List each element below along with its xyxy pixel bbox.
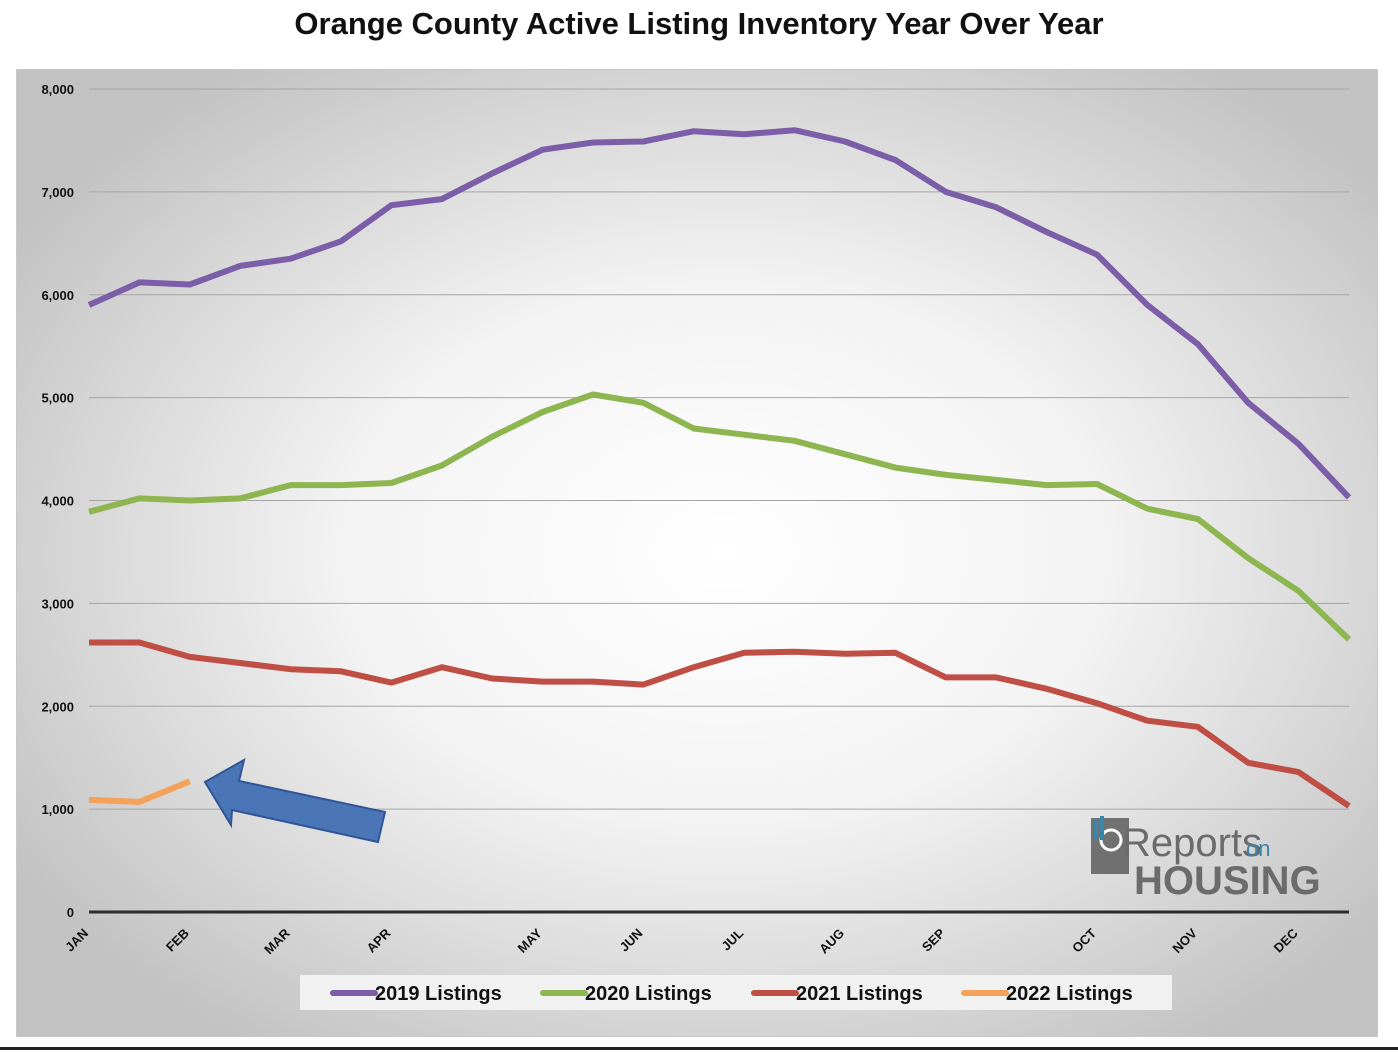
y-tick-label: 4,000 — [41, 494, 74, 509]
chart-background — [17, 70, 1377, 1036]
legend-label: 2019 Listings — [375, 983, 502, 1005]
legend-label: 2020 Listings — [585, 983, 712, 1005]
chart-title: Orange County Active Listing Inventory Y… — [294, 6, 1104, 41]
logo-mark-bar2 — [1100, 816, 1104, 840]
legend: 2019 Listings 2020 Listings 2021 Listings 2… — [330, 983, 1133, 1005]
reports-on-housing-logo: Reports on HOUSING — [1091, 816, 1321, 903]
legend-label: 2021 Listings — [796, 983, 923, 1005]
y-tick-label: 6,000 — [41, 288, 74, 303]
y-tick-label: 3,000 — [41, 596, 74, 611]
bottom-rule — [0, 1047, 1398, 1050]
legend-label: 2022 Listings — [1006, 983, 1133, 1005]
series-line-2019-listings — [87, 127, 1352, 500]
logo-text-housing: HOUSING — [1134, 859, 1321, 903]
y-tick-label: 8,000 — [41, 82, 74, 97]
y-tick-label: 2,000 — [41, 699, 74, 714]
y-axis-ticks: 0 1,000 2,000 3,000 4,000 5,000 6,000 7,000 8,00… — [41, 82, 74, 920]
y-tick-label: 1,000 — [41, 802, 74, 817]
series-line-2020-listings — [88, 391, 1352, 642]
series-lines — [87, 127, 1352, 809]
y-tick-label: 7,000 — [41, 185, 74, 200]
series-line-2021-listings — [89, 639, 1351, 809]
annotation-arrow — [203, 758, 387, 844]
logo-mark-bar1 — [1094, 820, 1098, 840]
legend-box — [300, 975, 1172, 1010]
logo-text-reports: Reports — [1122, 821, 1262, 865]
y-tick-label: 5,000 — [41, 391, 74, 406]
logo-text-on: on — [1246, 836, 1270, 861]
y-tick-label: 0 — [67, 905, 74, 920]
series-line-2022-listings — [88, 778, 191, 805]
